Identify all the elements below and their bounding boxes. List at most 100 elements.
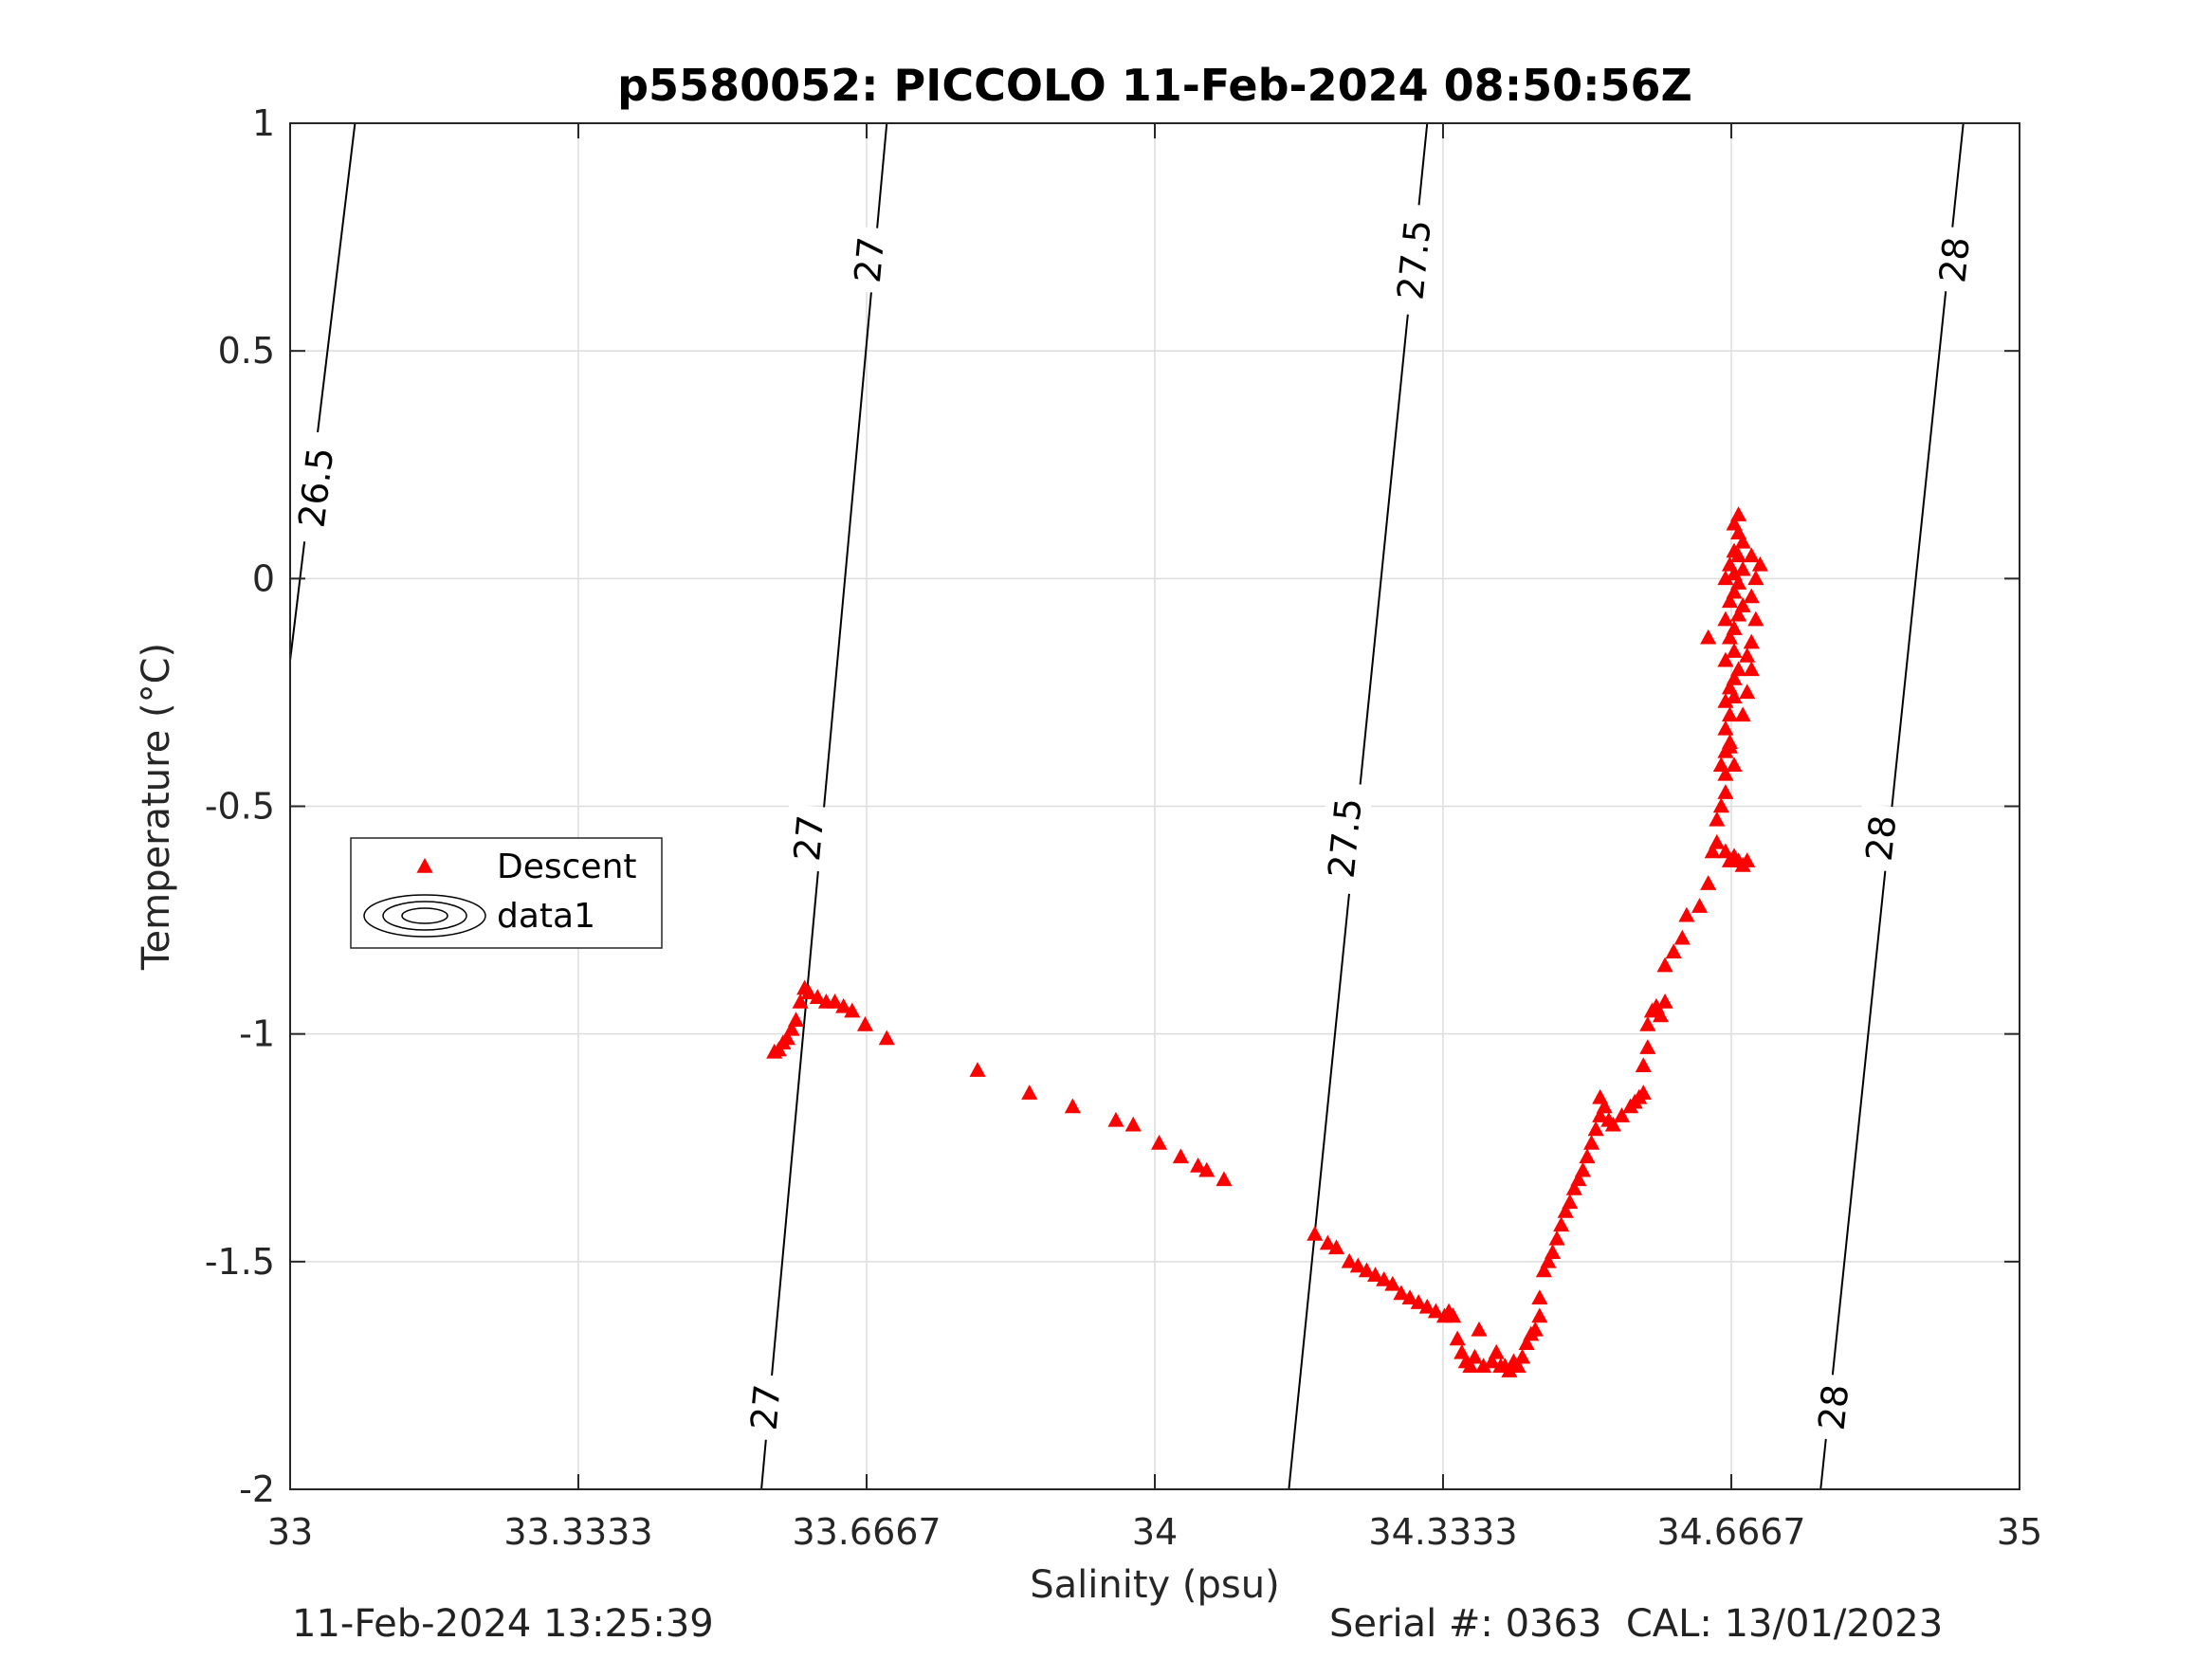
y-tick-label: -1 xyxy=(239,1013,275,1055)
descent-point xyxy=(1743,633,1760,649)
isopycnal-label: 27 xyxy=(847,235,892,284)
descent-point xyxy=(1726,670,1743,685)
isopycnal-label-bg xyxy=(286,429,346,545)
descent-point xyxy=(1635,1085,1652,1100)
descent-point xyxy=(1307,1226,1324,1241)
descent-point xyxy=(1739,647,1756,663)
descent-point xyxy=(1349,1257,1366,1273)
isopycnal-label: 26.5 xyxy=(290,446,341,530)
axis-ticks: 33 33.3333 33.6667 34 34.3333 34.6667 35 -2 -1.5… xyxy=(205,102,2042,1553)
descent-point xyxy=(778,1030,795,1046)
descent-point xyxy=(1739,684,1756,700)
descent-point xyxy=(1064,1098,1081,1114)
descent-point xyxy=(1107,1111,1124,1127)
descent-point xyxy=(1717,720,1734,736)
chart-title: p5580052: PICCOLO 11-Feb-2024 08:50:56Z xyxy=(617,60,1692,111)
descent-point xyxy=(1743,547,1760,563)
isopycnal-label-bg xyxy=(783,804,835,873)
descent-point xyxy=(1526,1321,1544,1337)
descent-point xyxy=(1574,1161,1591,1177)
descent-point xyxy=(1709,811,1726,827)
descent-point xyxy=(1587,1121,1604,1137)
descent-point xyxy=(1540,1252,1557,1268)
isopycnal-label: 28 xyxy=(1931,235,1978,285)
descent-point xyxy=(1700,875,1717,890)
descent-point xyxy=(787,1012,805,1028)
descent-point xyxy=(1726,757,1743,773)
descent-point xyxy=(1721,679,1739,695)
descent-point xyxy=(1198,1161,1216,1177)
descent-point xyxy=(1721,738,1739,754)
isopycnal-label-bg xyxy=(1807,1373,1860,1442)
descent-point xyxy=(1726,620,1743,635)
descent-point xyxy=(1709,833,1726,849)
isopycnal-label-bg xyxy=(740,1373,792,1442)
descent-point xyxy=(1726,643,1743,658)
descent-point xyxy=(1579,1148,1596,1164)
descent-point xyxy=(1721,629,1739,645)
descent-point xyxy=(1462,1358,1479,1374)
descent-point xyxy=(1691,898,1709,913)
legend-contour-ring xyxy=(382,901,467,931)
isopycnal-label: 27.5 xyxy=(1389,218,1438,302)
y-tick-label: 0 xyxy=(252,557,275,599)
descent-point xyxy=(1747,570,1764,586)
descent-point xyxy=(1475,1358,1492,1374)
descent-point xyxy=(1712,757,1729,773)
isopycnal-28 xyxy=(1819,122,1965,1490)
descent-point xyxy=(1700,629,1717,645)
descent-point xyxy=(1216,1171,1233,1187)
descent-point xyxy=(1592,1107,1609,1122)
descent-point xyxy=(1514,1348,1531,1364)
descent-point xyxy=(1665,943,1682,958)
descent-point xyxy=(800,984,817,1000)
descent-point xyxy=(1726,565,1743,581)
descent-point xyxy=(1544,1244,1562,1259)
descent-point xyxy=(1734,560,1751,576)
descent-point xyxy=(1739,852,1756,867)
isopycnal-label-bg xyxy=(1316,781,1374,896)
descent-point xyxy=(1410,1294,1427,1309)
descent-point xyxy=(1717,693,1734,708)
descent-point xyxy=(1531,1307,1548,1323)
y-tick-label: 0.5 xyxy=(218,330,275,372)
descent-point xyxy=(1509,1358,1526,1374)
descent-point xyxy=(856,1016,874,1031)
descent-point xyxy=(1747,611,1764,627)
descent-point xyxy=(844,1002,861,1018)
footer-timestamp: 11-Feb-2024 13:25:39 xyxy=(292,1602,714,1646)
isopycnal-label-bg xyxy=(1929,225,1982,295)
x-tick-label: 34 xyxy=(1132,1511,1178,1553)
descent-point xyxy=(1717,611,1734,627)
legend-box xyxy=(350,837,663,949)
descent-point xyxy=(1548,1230,1565,1246)
legend: Descent data1 xyxy=(350,837,663,949)
descent-point xyxy=(1721,556,1739,572)
descent-point xyxy=(1721,706,1739,722)
descent-series xyxy=(766,506,1768,1377)
descent-point xyxy=(1717,651,1734,667)
descent-point xyxy=(1341,1252,1358,1268)
descent-point xyxy=(1484,1353,1501,1369)
descent-point xyxy=(827,994,844,1009)
descent-point xyxy=(1717,784,1734,799)
descent-point xyxy=(1717,765,1734,781)
descent-point xyxy=(1570,1171,1587,1187)
footer-serial-cal: Serial #: 0363 CAL: 13/01/2023 xyxy=(1329,1602,1944,1646)
descent-point xyxy=(1596,1098,1613,1114)
descent-point xyxy=(1743,661,1760,677)
descent-point xyxy=(1734,597,1751,612)
isopycnal-label: 28 xyxy=(1811,1382,1857,1432)
descent-point xyxy=(1401,1289,1418,1305)
x-tick-label: 34.3333 xyxy=(1368,1511,1517,1553)
x-tick-label: 33 xyxy=(267,1511,313,1553)
isopycnal-label: 27 xyxy=(742,1382,788,1431)
descent-point xyxy=(1730,606,1747,622)
descent-point xyxy=(1613,1107,1631,1122)
descent-point xyxy=(1717,843,1734,859)
descent-point xyxy=(1172,1148,1189,1164)
isopycnal-label: 27 xyxy=(786,813,832,863)
descent-point xyxy=(1751,556,1768,572)
y-tick-label: -2 xyxy=(239,1468,275,1510)
